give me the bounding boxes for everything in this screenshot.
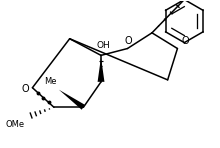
Text: Me: Me bbox=[44, 77, 57, 86]
Polygon shape bbox=[59, 90, 85, 110]
Text: OH: OH bbox=[96, 41, 110, 49]
Text: O: O bbox=[22, 84, 29, 94]
Polygon shape bbox=[98, 57, 104, 82]
Text: OMe: OMe bbox=[6, 120, 25, 129]
Text: O: O bbox=[181, 36, 189, 46]
Text: O: O bbox=[125, 36, 132, 46]
